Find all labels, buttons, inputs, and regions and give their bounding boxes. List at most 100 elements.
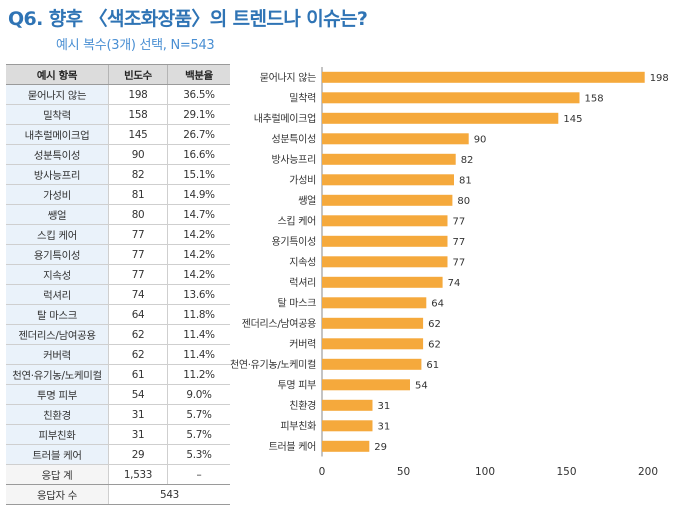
row-item-label: 트러블 케어 bbox=[6, 444, 109, 465]
col-header-count: 빈도수 bbox=[108, 64, 168, 85]
row-percent: 29.1% bbox=[167, 104, 230, 125]
bar-chart: 묻어나지 않는 198 밀착력 158 내추럴메이크업 145 성분특이성 90 방사능프리 82… bbox=[230, 67, 669, 478]
table-body: 묻어나지 않는 198 36.5% 밀착력 158 29.1% 내추럴메이크업 145 26.7… bbox=[6, 84, 230, 505]
bar-value-label: 61 bbox=[426, 360, 439, 371]
bar bbox=[322, 174, 454, 186]
table-row: 용기특이성 77 14.2% bbox=[6, 244, 230, 265]
bar-category-label: 묻어나지 않는 bbox=[260, 72, 316, 84]
question-title: Q6. 향후 〈색조화장품〉의 트렌드나 이슈는? bbox=[8, 8, 368, 30]
row-count: 80 bbox=[108, 204, 168, 225]
table-row: 지속성 77 14.2% bbox=[6, 264, 230, 285]
x-tick-label: 200 bbox=[638, 466, 658, 478]
row-item-label: 방사능프리 bbox=[6, 164, 109, 185]
bar bbox=[322, 71, 645, 83]
bar bbox=[322, 92, 580, 104]
total-label: 응답 계 bbox=[6, 464, 109, 485]
row-item-label: 커버력 bbox=[6, 344, 109, 365]
table-total-row: 응답 계 1,533– bbox=[6, 464, 230, 485]
row-count: 29 bbox=[108, 444, 168, 465]
bar-value-label: 77 bbox=[453, 237, 466, 248]
row-item-label: 내추럴메이크업 bbox=[6, 124, 109, 145]
x-tick-label: 0 bbox=[319, 466, 326, 478]
row-percent: 14.7% bbox=[167, 204, 230, 225]
row-percent: 11.4% bbox=[167, 324, 230, 345]
bar bbox=[322, 440, 370, 452]
row-percent: 14.2% bbox=[167, 264, 230, 285]
table-row: 커버력 62 11.4% bbox=[6, 344, 230, 365]
table-row: 친환경 31 5.7% bbox=[6, 404, 230, 425]
table-row: 밀착력 158 29.1% bbox=[6, 104, 230, 125]
bar-category-label: 방사능프리 bbox=[271, 154, 316, 166]
row-count: 77 bbox=[108, 264, 168, 285]
table-row: 방사능프리 82 15.1% bbox=[6, 164, 230, 185]
row-percent: 14.2% bbox=[167, 244, 230, 265]
bar bbox=[322, 420, 373, 432]
col-header-percent: 백분율 bbox=[167, 64, 230, 85]
row-item-label: 지속성 bbox=[6, 264, 109, 285]
bar bbox=[322, 379, 410, 391]
bar-category-label: 탈 마스크 bbox=[278, 296, 317, 309]
table-row: 천연·유기농/노케미컬 61 11.2% bbox=[6, 364, 230, 385]
bar-value-label: 80 bbox=[457, 196, 470, 207]
bar-category-label: 피부친화 bbox=[280, 420, 316, 432]
table-row: 피부친화 31 5.7% bbox=[6, 424, 230, 445]
row-count: 77 bbox=[108, 224, 168, 245]
bar-value-label: 31 bbox=[378, 401, 391, 412]
bar-value-label: 145 bbox=[563, 114, 582, 125]
row-count: 54 bbox=[108, 384, 168, 405]
bar-category-label: 지속성 bbox=[289, 256, 316, 268]
bar bbox=[322, 317, 424, 329]
x-tick-label: 50 bbox=[397, 466, 410, 478]
bar-value-label: 90 bbox=[474, 134, 487, 145]
frequency-table: 예시 항목 빈도수 백분율 묻어나지 않는 198 36.5% 밀착력 158 29.1%… bbox=[6, 64, 230, 505]
row-count: 61 bbox=[108, 364, 168, 385]
row-percent: 13.6% bbox=[167, 284, 230, 305]
row-percent: 15.1% bbox=[167, 164, 230, 185]
table-row: 스킵 케어 77 14.2% bbox=[6, 224, 230, 245]
bar-category-label: 가성비 bbox=[289, 174, 316, 186]
row-item-label: 성분특이성 bbox=[6, 144, 109, 165]
bar bbox=[322, 112, 559, 124]
bar bbox=[322, 399, 373, 411]
bar-value-label: 31 bbox=[378, 421, 391, 432]
bar bbox=[322, 153, 456, 165]
bar-value-label: 77 bbox=[453, 216, 466, 227]
row-item-label: 친환경 bbox=[6, 404, 109, 425]
row-item-label: 밀착력 bbox=[6, 104, 109, 125]
row-item-label: 피부친화 bbox=[6, 424, 109, 445]
row-percent: 14.9% bbox=[167, 184, 230, 205]
row-item-label: 천연·유기농/노케미컬 bbox=[6, 364, 109, 385]
total-percent: – bbox=[167, 464, 230, 485]
row-count: 145 bbox=[108, 124, 168, 145]
row-item-label: 럭셔리 bbox=[6, 284, 109, 305]
bar-value-label: 81 bbox=[459, 175, 472, 186]
row-item-label: 쌩얼 bbox=[6, 204, 109, 225]
total-count: 1,533 bbox=[108, 464, 168, 485]
row-count: 81 bbox=[108, 184, 168, 205]
row-item-label: 가성비 bbox=[6, 184, 109, 205]
table-row: 쌩얼 80 14.7% bbox=[6, 204, 230, 225]
row-percent: 11.4% bbox=[167, 344, 230, 365]
bar-category-label: 럭셔리 bbox=[289, 277, 316, 289]
table-row: 트러블 케어 29 5.3% bbox=[6, 444, 230, 465]
bar-category-label: 트러블 케어 bbox=[269, 441, 316, 453]
bar-category-label: 쌩얼 bbox=[298, 195, 316, 207]
row-count: 62 bbox=[108, 344, 168, 365]
bar bbox=[322, 133, 469, 145]
row-item-label: 젠더리스/남여공용 bbox=[6, 324, 109, 345]
respondents-label: 응답자 수 bbox=[6, 484, 109, 505]
bar-value-label: 29 bbox=[374, 442, 387, 453]
bar-category-label: 커버력 bbox=[289, 338, 316, 350]
bar-value-label: 62 bbox=[428, 339, 441, 350]
bar-category-label: 천연·유기농/노케미컬 bbox=[230, 358, 316, 371]
row-percent: 26.7% bbox=[167, 124, 230, 145]
row-percent: 5.3% bbox=[167, 444, 230, 465]
row-count: 158 bbox=[108, 104, 168, 125]
row-percent: 16.6% bbox=[167, 144, 230, 165]
row-count: 77 bbox=[108, 244, 168, 265]
bar-category-label: 스킵 케어 bbox=[278, 214, 316, 227]
row-count: 62 bbox=[108, 324, 168, 345]
bar bbox=[322, 297, 427, 309]
bar-category-label: 투명 피부 bbox=[278, 379, 317, 391]
bar-value-label: 198 bbox=[650, 73, 669, 84]
